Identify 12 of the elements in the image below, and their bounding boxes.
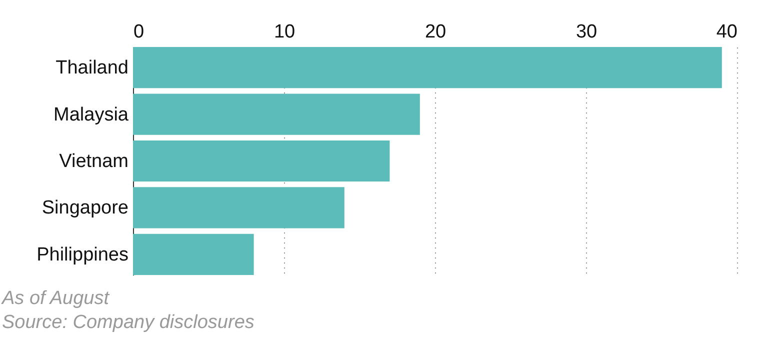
x-tick-label: 20 [424,22,446,42]
text: As of August [1,288,110,309]
y-tick-label: Vietnam [59,151,128,172]
y-tick-label: Thailand [56,58,128,79]
y-tick-label: Philippines [36,244,128,266]
x-tick-label: 0 [134,22,144,42]
y-tick-label: Singapore [42,198,128,219]
y-tick-label: Malaysia [54,104,129,126]
source-note: Source: Company disclosures [2,312,255,333]
x-tick-label: 10 [274,22,296,42]
x-tick-label: 30 [576,22,598,42]
x-tick-label: 40 [716,22,738,42]
